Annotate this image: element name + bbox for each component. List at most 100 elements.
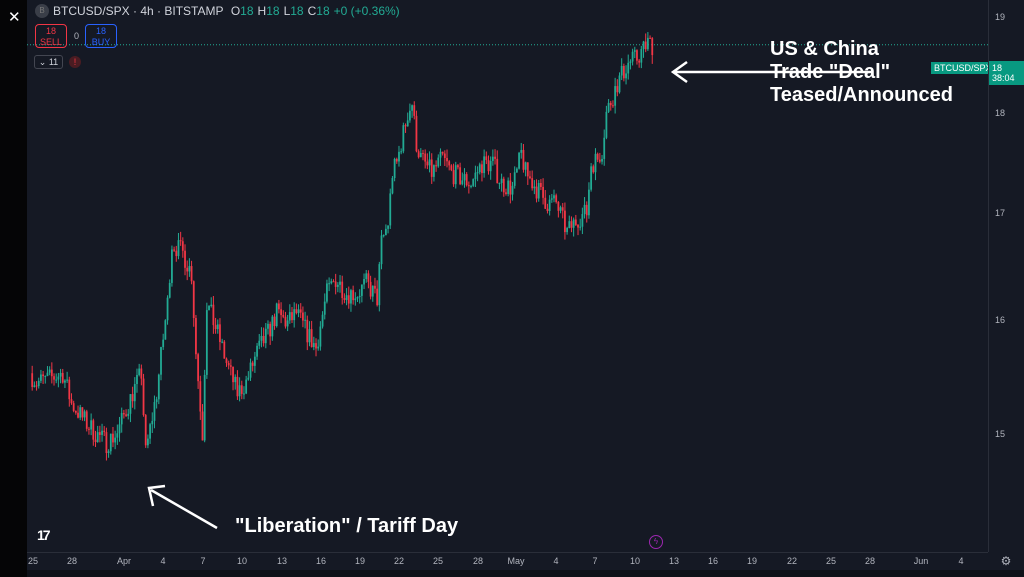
- time-tick: 16: [707, 556, 719, 566]
- candle-body: [192, 281, 195, 319]
- candle-body: [531, 178, 534, 189]
- candle-body: [622, 65, 625, 79]
- candle-body: [103, 430, 106, 433]
- candle-body: [439, 151, 442, 158]
- candle-body: [310, 329, 313, 348]
- candle-body: [555, 195, 558, 202]
- annotation-line: US & China: [770, 38, 879, 60]
- candle-body: [529, 176, 531, 179]
- candle-body: [457, 165, 459, 168]
- candle-body: [177, 240, 180, 257]
- candle-body: [380, 235, 383, 265]
- candle-body: [195, 318, 197, 355]
- candle-body: [190, 266, 193, 282]
- candle-body: [205, 310, 208, 375]
- candle-body: [326, 283, 328, 302]
- candle-body: [651, 38, 654, 56]
- candle-body: [330, 281, 333, 284]
- time-tick: 19: [746, 556, 758, 566]
- candle-body: [33, 385, 36, 387]
- time-tick: 7: [200, 556, 206, 566]
- candle-body: [546, 208, 549, 212]
- candle-body: [450, 165, 453, 171]
- candle-body: [590, 166, 593, 190]
- low-value: 18: [290, 4, 304, 18]
- indicators-toggle[interactable]: ⌄ 11: [34, 55, 63, 69]
- time-axis[interactable]: 25 28 Apr 4 7 10 13 16 19 22 25 28 May 4 7 10 13 16 19 22 25…: [27, 552, 988, 570]
- price-axis[interactable]: 19 18 17 16 15 18 38:04: [988, 0, 1024, 552]
- candle-body: [609, 102, 612, 106]
- warning-icon[interactable]: !: [69, 56, 81, 68]
- candle-body: [64, 380, 66, 383]
- price-tick: 18: [995, 108, 1006, 118]
- candle-body: [345, 295, 348, 300]
- candle-body: [485, 156, 488, 161]
- candle-body: [77, 412, 79, 418]
- high-value: 18: [266, 4, 280, 18]
- candle-body: [629, 61, 632, 63]
- candle-body: [419, 153, 422, 158]
- buy-price: 18: [95, 26, 106, 36]
- candle-body: [203, 374, 206, 441]
- buy-button[interactable]: 18 BUY: [85, 24, 117, 48]
- candle-body: [415, 115, 418, 152]
- settings-gear-icon[interactable]: ⚙: [988, 552, 1024, 570]
- sell-price: 18: [45, 26, 56, 36]
- candle-body: [472, 179, 475, 186]
- candle-body: [284, 316, 287, 327]
- time-tick: Jun: [913, 556, 929, 566]
- candle-body: [68, 379, 71, 400]
- symbol-legend: B BTCUSD/SPX · 4h · BITSTAMP O18 H18 L18…: [35, 4, 400, 18]
- candle-body: [607, 102, 610, 112]
- candle-body: [48, 369, 51, 373]
- candle-body: [341, 281, 344, 299]
- candle-body: [57, 376, 60, 380]
- time-tick: 25: [432, 556, 444, 566]
- candle-body: [166, 297, 169, 321]
- close-icon[interactable]: ✕: [8, 9, 21, 26]
- sell-button[interactable]: 18 SELL: [35, 24, 67, 48]
- candle-body: [428, 159, 431, 166]
- candle-body: [251, 362, 254, 366]
- symbol-title[interactable]: BTCUSD/SPX · 4h · BITSTAMP: [53, 4, 224, 18]
- candle-body: [94, 439, 97, 443]
- candle-body: [627, 62, 630, 74]
- candle-body: [236, 376, 239, 397]
- candle-body: [470, 185, 472, 187]
- candle-body: [601, 158, 603, 162]
- bottom-strip: [27, 570, 1024, 577]
- candle-body: [540, 183, 542, 187]
- candle-body: [269, 323, 272, 337]
- candle-body: [175, 250, 178, 257]
- candle-body: [116, 433, 119, 438]
- chart-pane[interactable]: B BTCUSD/SPX · 4h · BITSTAMP O18 H18 L18…: [27, 0, 995, 552]
- candle-body: [430, 159, 433, 177]
- candle-body: [437, 157, 440, 167]
- time-tick: 25: [825, 556, 837, 566]
- candle-body: [568, 221, 571, 228]
- lightning-icon[interactable]: ϟ: [649, 535, 663, 549]
- candle-body: [518, 152, 520, 169]
- candle-body: [644, 41, 647, 50]
- candle-body: [302, 312, 304, 321]
- candle-body: [574, 219, 577, 225]
- candle-body: [234, 376, 237, 383]
- candle-body: [216, 324, 219, 330]
- candle-body: [339, 281, 341, 285]
- candle-body: [454, 165, 457, 185]
- candle-body: [605, 111, 608, 138]
- candle-body: [40, 374, 42, 381]
- candle-body: [136, 374, 138, 385]
- symbol-tag: BTCUSD/SPX: [931, 62, 995, 74]
- candle-body: [404, 125, 407, 127]
- candle-body: [129, 394, 132, 414]
- candle-body: [50, 369, 53, 377]
- candle-body: [369, 281, 372, 297]
- candle-body: [496, 158, 499, 184]
- time-tick: 7: [592, 556, 598, 566]
- candle-body: [435, 165, 437, 167]
- candle-body: [533, 186, 536, 189]
- tradingview-logo[interactable]: 17: [37, 527, 51, 543]
- candle-body: [417, 151, 420, 158]
- candle-body: [131, 394, 134, 402]
